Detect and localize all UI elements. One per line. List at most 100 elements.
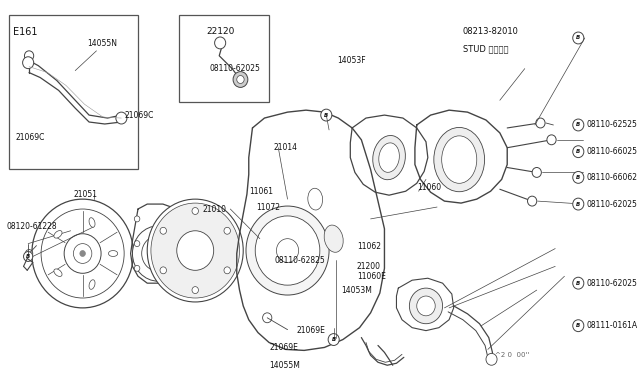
Ellipse shape bbox=[108, 251, 118, 256]
Text: 08110-62025: 08110-62025 bbox=[587, 199, 637, 209]
Polygon shape bbox=[396, 278, 454, 331]
Ellipse shape bbox=[308, 188, 323, 210]
Text: 11060E: 11060E bbox=[356, 272, 386, 281]
Text: 14053M: 14053M bbox=[341, 286, 372, 295]
Bar bbox=[9, 15, 138, 170]
Circle shape bbox=[321, 109, 332, 121]
Text: 21051: 21051 bbox=[74, 190, 97, 199]
Text: ^2 0  00'': ^2 0 00'' bbox=[495, 352, 529, 358]
Text: B: B bbox=[26, 254, 30, 259]
Text: 08110-62025: 08110-62025 bbox=[209, 64, 260, 73]
Circle shape bbox=[134, 241, 140, 247]
Circle shape bbox=[132, 226, 184, 281]
Ellipse shape bbox=[372, 135, 405, 180]
Text: 21014: 21014 bbox=[274, 143, 298, 152]
Circle shape bbox=[134, 265, 140, 271]
Text: B: B bbox=[576, 149, 580, 154]
Ellipse shape bbox=[379, 143, 399, 172]
Polygon shape bbox=[191, 219, 206, 233]
Ellipse shape bbox=[324, 225, 343, 252]
Text: 21069E: 21069E bbox=[297, 326, 326, 335]
Circle shape bbox=[246, 206, 329, 295]
Ellipse shape bbox=[442, 136, 477, 183]
Text: 21010: 21010 bbox=[203, 205, 227, 214]
Text: STUD スタッド: STUD スタッド bbox=[463, 44, 508, 53]
Circle shape bbox=[177, 231, 214, 270]
Text: B: B bbox=[576, 202, 580, 206]
Text: 08110-62525: 08110-62525 bbox=[587, 121, 637, 129]
Circle shape bbox=[573, 32, 584, 44]
Circle shape bbox=[224, 267, 230, 274]
Circle shape bbox=[224, 227, 230, 234]
Circle shape bbox=[24, 251, 33, 262]
Circle shape bbox=[255, 216, 320, 285]
Text: 21069E: 21069E bbox=[269, 343, 298, 352]
Text: 08110-66062: 08110-66062 bbox=[587, 173, 637, 182]
Circle shape bbox=[486, 353, 497, 365]
Text: B: B bbox=[576, 323, 580, 328]
Text: 21069C: 21069C bbox=[15, 133, 45, 142]
Circle shape bbox=[192, 208, 198, 214]
Text: 08213-82010: 08213-82010 bbox=[463, 26, 519, 36]
Text: 14053F: 14053F bbox=[337, 56, 366, 65]
Circle shape bbox=[214, 37, 226, 49]
Circle shape bbox=[22, 57, 34, 68]
Circle shape bbox=[160, 267, 166, 274]
Text: B: B bbox=[324, 113, 328, 118]
Text: B: B bbox=[576, 175, 580, 180]
Text: 08110-66025: 08110-66025 bbox=[587, 147, 637, 156]
Circle shape bbox=[160, 227, 166, 234]
Ellipse shape bbox=[434, 128, 484, 192]
Circle shape bbox=[134, 216, 140, 222]
Circle shape bbox=[237, 76, 244, 83]
Circle shape bbox=[192, 287, 198, 294]
Circle shape bbox=[410, 288, 443, 324]
Text: 21069C: 21069C bbox=[124, 110, 154, 119]
Ellipse shape bbox=[89, 218, 95, 227]
Circle shape bbox=[573, 146, 584, 158]
Polygon shape bbox=[415, 110, 508, 203]
Circle shape bbox=[417, 296, 435, 316]
Text: 08120-61228: 08120-61228 bbox=[6, 222, 56, 231]
Polygon shape bbox=[237, 110, 385, 350]
Text: B: B bbox=[332, 337, 336, 342]
Circle shape bbox=[32, 199, 133, 308]
Circle shape bbox=[536, 118, 545, 128]
Text: 11062: 11062 bbox=[356, 242, 381, 251]
Circle shape bbox=[80, 251, 85, 256]
Text: E161: E161 bbox=[13, 27, 38, 37]
Text: 08111-0161A: 08111-0161A bbox=[587, 321, 637, 330]
Circle shape bbox=[573, 320, 584, 331]
Circle shape bbox=[573, 171, 584, 183]
Bar bbox=[179, 15, 269, 102]
Text: 08110-62825: 08110-62825 bbox=[275, 256, 325, 265]
Circle shape bbox=[24, 51, 34, 61]
Ellipse shape bbox=[89, 280, 95, 289]
Circle shape bbox=[276, 239, 299, 262]
Circle shape bbox=[26, 250, 33, 257]
Ellipse shape bbox=[54, 269, 62, 276]
Ellipse shape bbox=[54, 231, 62, 238]
Circle shape bbox=[141, 236, 175, 271]
Circle shape bbox=[328, 334, 339, 346]
Circle shape bbox=[116, 112, 127, 124]
Text: 14055M: 14055M bbox=[269, 361, 300, 370]
Circle shape bbox=[262, 313, 272, 323]
Circle shape bbox=[527, 196, 537, 206]
Text: 11072: 11072 bbox=[256, 202, 280, 212]
Circle shape bbox=[547, 135, 556, 145]
Polygon shape bbox=[350, 115, 428, 195]
Circle shape bbox=[233, 71, 248, 87]
Circle shape bbox=[151, 203, 239, 298]
Text: B: B bbox=[576, 280, 580, 286]
Circle shape bbox=[573, 198, 584, 210]
Polygon shape bbox=[131, 204, 191, 283]
Circle shape bbox=[532, 167, 541, 177]
Text: 14055N: 14055N bbox=[87, 39, 117, 48]
Text: 21200: 21200 bbox=[356, 262, 381, 271]
Circle shape bbox=[151, 246, 166, 262]
Text: B: B bbox=[576, 35, 580, 41]
Circle shape bbox=[64, 234, 101, 273]
Text: 22120: 22120 bbox=[206, 27, 235, 36]
Circle shape bbox=[573, 119, 584, 131]
